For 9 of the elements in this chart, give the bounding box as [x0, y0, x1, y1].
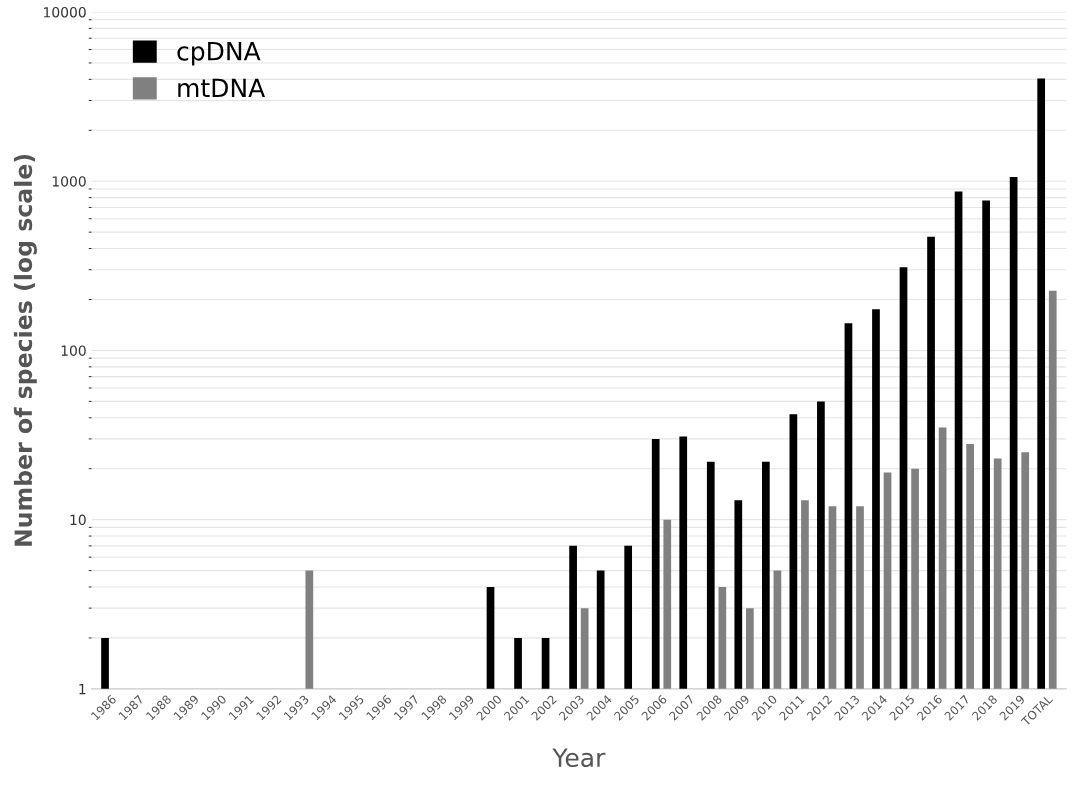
y-tick-label: 1000 [52, 176, 86, 187]
x-axis-title: Year [552, 748, 606, 768]
legend-label: cpDNA [177, 42, 261, 66]
y-tick-label: 10000 [44, 6, 86, 18]
legend-label: mtDNA [178, 78, 266, 97]
y-tick-label: 10 [70, 514, 86, 526]
y-axis-title: Number of species (log scale) [13, 154, 37, 546]
y-tick-label: 1 [79, 684, 86, 695]
y-tick-label: 100 [61, 345, 86, 356]
